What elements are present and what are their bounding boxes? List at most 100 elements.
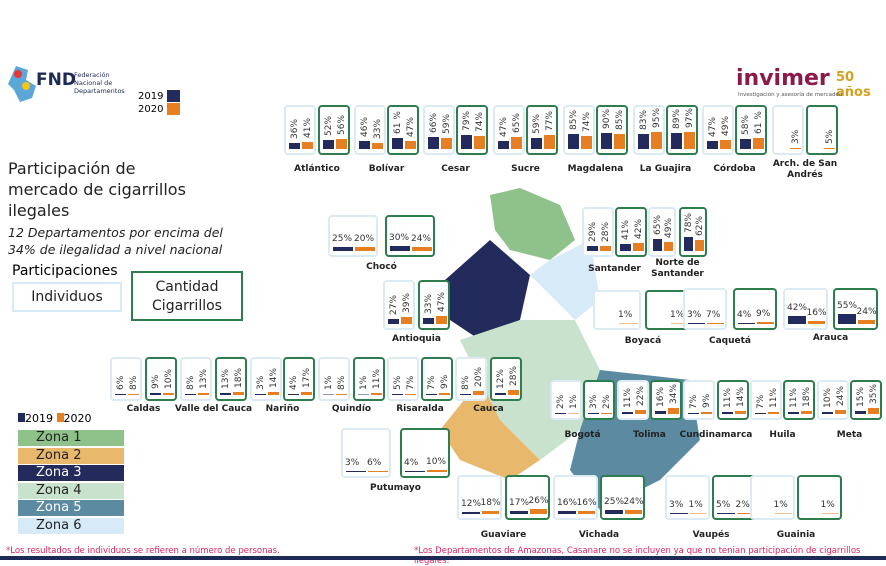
zone-legend-item: Zona 6	[18, 518, 124, 534]
invimer-logo-text: invimer	[736, 66, 830, 91]
value-label: 9%	[151, 375, 161, 389]
value-label: 65%	[653, 215, 663, 235]
value-label: 3%	[589, 394, 599, 408]
value-label: 24%	[411, 234, 431, 244]
bar-2020	[268, 392, 279, 395]
bar-2019	[426, 394, 437, 396]
value-label: 16%	[656, 387, 666, 407]
cigarrillos-box: 61 %47%	[387, 105, 419, 155]
value-label: 3%	[669, 500, 683, 510]
bar-2019	[531, 138, 542, 149]
cigarrillos-box: 25%24%	[600, 475, 645, 520]
value-label: 1%	[618, 310, 632, 320]
bar-2019	[838, 314, 856, 324]
value-label: 12%	[461, 499, 481, 509]
bar-2020	[436, 316, 447, 324]
value-label: 11%	[769, 388, 779, 408]
bar-2020	[412, 247, 432, 251]
individuos-box: 65%49%	[648, 207, 676, 257]
value-label: 42%	[634, 219, 644, 239]
value-label: 25%	[332, 234, 352, 244]
invimer-logo: invimer 50 años Investigación y asesoría…	[736, 66, 876, 102]
value-label: 61 %	[393, 111, 403, 134]
cigarrillos-box: 15%35%	[850, 380, 882, 420]
cigarrillos-box: 52%56%	[318, 105, 350, 155]
value-label: 4%	[404, 458, 418, 468]
value-label: 61 %	[754, 111, 764, 134]
cigarrillos-box: 5%	[806, 105, 838, 155]
individuos-box: 1%	[750, 475, 795, 520]
value-label: 10%	[823, 388, 833, 408]
bar-2020	[401, 317, 412, 324]
value-label: 9%	[756, 309, 770, 319]
bar-2019	[555, 413, 566, 415]
department-label: Chocó	[337, 262, 427, 273]
bar-2019	[601, 133, 612, 149]
value-label: 83%	[639, 110, 649, 130]
value-label: 47%	[499, 117, 509, 137]
legend-individuos: Individuos	[12, 282, 122, 312]
value-label: 47%	[406, 117, 416, 137]
bar-2019	[150, 393, 161, 395]
value-label: 17%	[302, 368, 312, 388]
department-label: Vichada	[554, 530, 644, 541]
value-label: 74%	[582, 112, 592, 132]
value-label: 7%	[427, 375, 437, 389]
value-label: 18%	[234, 368, 244, 388]
value-label: 11%	[789, 388, 799, 408]
bar-2020	[757, 322, 774, 324]
value-label: 18%	[802, 387, 812, 407]
bar-2020	[600, 246, 611, 251]
bar-2020	[233, 392, 244, 395]
department-label: Putumayo	[351, 483, 441, 494]
cigarrillos-box: 30%24%	[385, 215, 435, 257]
cigarrillos-box: 58%61 %	[735, 105, 767, 155]
bar-2019	[392, 394, 403, 396]
value-label: 17%	[509, 498, 529, 508]
department-label: Norte de Santander	[633, 258, 723, 280]
bar-2019	[684, 237, 693, 251]
bar-2020	[808, 321, 826, 324]
bar-2020	[355, 247, 375, 251]
value-label: 10%	[426, 457, 446, 467]
legend-2020-label: 2020	[64, 412, 92, 425]
value-label: 1%	[324, 375, 334, 389]
value-label: 14%	[736, 387, 746, 407]
value-label: 13%	[221, 369, 231, 389]
value-label: 8%	[461, 375, 471, 389]
individuos-box: 16%16%	[553, 475, 598, 520]
value-label: 59%	[532, 114, 542, 134]
bar-2020	[790, 148, 801, 150]
value-label: 5%	[716, 500, 730, 510]
legend-2019-label: 2019	[138, 91, 163, 102]
individuos-box: 36%41%	[284, 105, 316, 155]
bar-2020	[372, 143, 383, 149]
bar-2019	[688, 323, 705, 325]
cigarrillos-box: 9%10%	[145, 357, 177, 401]
cigarrillos-box: 3%2%	[583, 380, 615, 420]
legend-2019-label: 2019	[25, 412, 53, 425]
bar-2020	[619, 323, 638, 325]
value-label: 97%	[685, 108, 695, 128]
value-label: 2%	[556, 394, 566, 408]
individuos-box: 2%1%	[550, 380, 582, 420]
value-label: 59%	[442, 114, 452, 134]
fnd-logo-text: FND	[36, 70, 76, 90]
individuos-box: 3%1%	[665, 475, 710, 520]
value-label: 30%	[389, 233, 409, 243]
department-label: Boyacá	[598, 336, 688, 347]
bar-2019	[568, 134, 579, 149]
bar-2019	[688, 413, 699, 415]
individuos-box: 3%	[772, 105, 804, 155]
value-label: 24%	[624, 497, 644, 507]
zone-1-region	[490, 188, 575, 260]
value-label: 6%	[367, 458, 381, 468]
bar-2020	[735, 411, 746, 414]
department-label: Guaviare	[459, 530, 549, 541]
cigarrillos-box: 11%14%	[717, 380, 749, 420]
page-title: Participación de mercado de cigarrillos …	[8, 158, 208, 221]
bar-2020	[625, 510, 643, 514]
cigarrillos-box: 1%11%	[353, 357, 385, 401]
bar-2019	[323, 140, 334, 149]
individuos-box: 1%8%	[318, 357, 350, 401]
